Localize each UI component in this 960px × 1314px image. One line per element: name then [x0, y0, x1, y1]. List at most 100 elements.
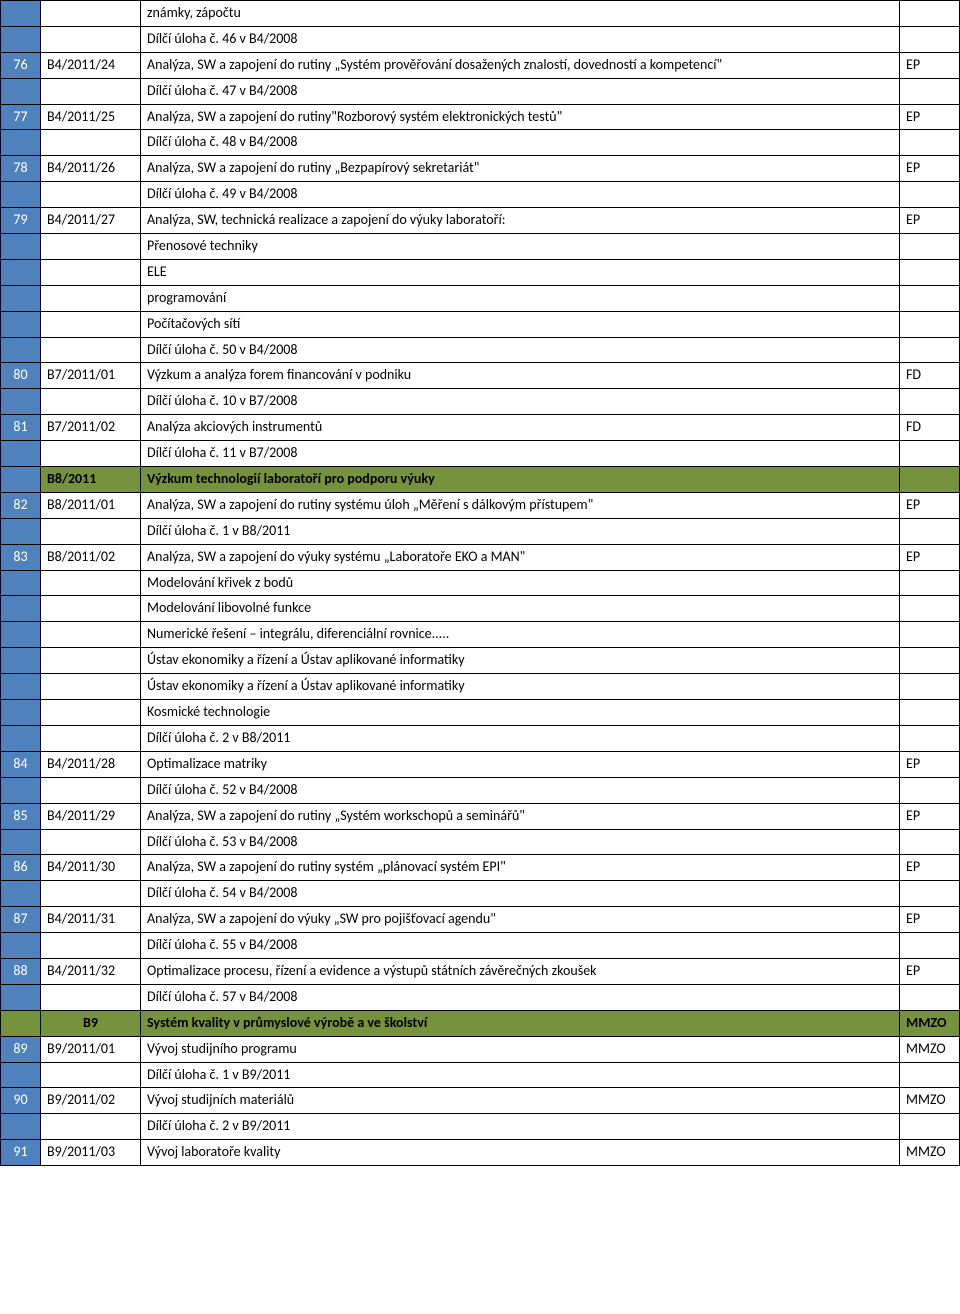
- row-number-cell: [1, 311, 41, 337]
- row-code-cell: [41, 596, 141, 622]
- row-code-cell: [41, 1062, 141, 1088]
- row-tag-cell: [900, 1062, 960, 1088]
- row-tag-cell: [900, 441, 960, 467]
- table-row: Dílčí úloha č. 10 v B7/2008: [1, 389, 960, 415]
- row-number-cell: 82: [1, 492, 41, 518]
- row-code-cell: [41, 984, 141, 1010]
- row-tag-cell: [900, 596, 960, 622]
- row-code-cell: B9/2011/01: [41, 1036, 141, 1062]
- row-tag-cell: [900, 467, 960, 493]
- row-code-cell: [41, 337, 141, 363]
- row-number-cell: [1, 725, 41, 751]
- row-number-cell: [1, 1, 41, 27]
- row-desc-cell: Vývoj studijních materiálů: [141, 1088, 900, 1114]
- row-tag-cell: [900, 648, 960, 674]
- table-row: Dílčí úloha č. 48 v B4/2008: [1, 130, 960, 156]
- row-code-cell: [41, 518, 141, 544]
- row-tag-cell: [900, 829, 960, 855]
- row-number-cell: 84: [1, 751, 41, 777]
- row-tag-cell: EP: [900, 803, 960, 829]
- row-desc-cell: Výzkum a analýza forem financování v pod…: [141, 363, 900, 389]
- row-code-cell: [41, 311, 141, 337]
- row-tag-cell: EP: [900, 156, 960, 182]
- row-code-cell: [41, 777, 141, 803]
- row-desc-cell: Dílčí úloha č. 57 v B4/2008: [141, 984, 900, 1010]
- row-desc-cell: Dílčí úloha č. 1 v B9/2011: [141, 1062, 900, 1088]
- row-desc-cell: Kosmické technologie: [141, 700, 900, 726]
- row-tag-cell: [900, 777, 960, 803]
- row-number-cell: 76: [1, 52, 41, 78]
- row-tag-cell: EP: [900, 492, 960, 518]
- row-tag-cell: MMZO: [900, 1036, 960, 1062]
- row-desc-cell: Analýza, SW a zapojení do výuky „SW pro …: [141, 907, 900, 933]
- row-number-cell: [1, 829, 41, 855]
- row-code-cell: [41, 674, 141, 700]
- row-code-cell: [41, 182, 141, 208]
- table-row: 89B9/2011/01Vývoj studijního programuMMZ…: [1, 1036, 960, 1062]
- row-code-cell: B4/2011/32: [41, 958, 141, 984]
- row-tag-cell: [900, 78, 960, 104]
- row-desc-cell: Analýza, SW a zapojení do výuky systému …: [141, 544, 900, 570]
- row-code-cell: B8/2011/02: [41, 544, 141, 570]
- row-tag-cell: MMZO: [900, 1088, 960, 1114]
- table-row: Ústav ekonomiky a řízení a Ústav aplikov…: [1, 648, 960, 674]
- row-number-cell: 91: [1, 1140, 41, 1166]
- row-desc-cell: programování: [141, 285, 900, 311]
- row-code-cell: B4/2011/25: [41, 104, 141, 130]
- row-tag-cell: EP: [900, 208, 960, 234]
- row-number-cell: [1, 337, 41, 363]
- row-tag-cell: [900, 518, 960, 544]
- row-code-cell: B8/2011/01: [41, 492, 141, 518]
- table-row: známky, zápočtu: [1, 1, 960, 27]
- row-desc-cell: Dílčí úloha č. 55 v B4/2008: [141, 933, 900, 959]
- row-number-cell: [1, 570, 41, 596]
- row-desc-cell: Analýza, SW a zapojení do rutiny „Bezpap…: [141, 156, 900, 182]
- row-tag-cell: [900, 933, 960, 959]
- table-row: 81B7/2011/02Analýza akciových instrument…: [1, 415, 960, 441]
- row-desc-cell: Analýza, SW, technická realizace a zapoj…: [141, 208, 900, 234]
- row-tag-cell: [900, 26, 960, 52]
- table-row: 84B4/2011/28Optimalizace matrikyEP: [1, 751, 960, 777]
- row-tag-cell: EP: [900, 52, 960, 78]
- row-desc-cell: Přenosové techniky: [141, 234, 900, 260]
- row-desc-cell: Analýza, SW a zapojení do rutiny „Systém…: [141, 803, 900, 829]
- table-row: 86B4/2011/30Analýza, SW a zapojení do ru…: [1, 855, 960, 881]
- row-number-cell: 79: [1, 208, 41, 234]
- row-tag-cell: EP: [900, 958, 960, 984]
- row-code-cell: B4/2011/28: [41, 751, 141, 777]
- row-number-cell: [1, 1010, 41, 1036]
- row-code-cell: [41, 78, 141, 104]
- row-desc-cell: Ústav ekonomiky a řízení a Ústav aplikov…: [141, 674, 900, 700]
- row-number-cell: 80: [1, 363, 41, 389]
- row-desc-cell: Modelování libovolné funkce: [141, 596, 900, 622]
- row-number-cell: 87: [1, 907, 41, 933]
- row-code-cell: [41, 1114, 141, 1140]
- row-code-cell: [41, 26, 141, 52]
- row-desc-cell: Dílčí úloha č. 11 v B7/2008: [141, 441, 900, 467]
- row-desc-cell: Analýza, SW a zapojení do rutiny"Rozboro…: [141, 104, 900, 130]
- table-row: Dílčí úloha č. 49 v B4/2008: [1, 182, 960, 208]
- table-row: programování: [1, 285, 960, 311]
- table-row: Dílčí úloha č. 46 v B4/2008: [1, 26, 960, 52]
- table-row: Přenosové techniky: [1, 234, 960, 260]
- row-tag-cell: MMZO: [900, 1140, 960, 1166]
- row-number-cell: [1, 1062, 41, 1088]
- table-row: Dílčí úloha č. 2 v B8/2011: [1, 725, 960, 751]
- table-row: Dílčí úloha č. 54 v B4/2008: [1, 881, 960, 907]
- row-number-cell: 90: [1, 1088, 41, 1114]
- row-code-cell: B9/2011/02: [41, 1088, 141, 1114]
- table-row: Dílčí úloha č. 57 v B4/2008: [1, 984, 960, 1010]
- row-desc-cell: Analýza akciových instrumentů: [141, 415, 900, 441]
- table-row: Kosmické technologie: [1, 700, 960, 726]
- row-tag-cell: FD: [900, 363, 960, 389]
- table-row: Dílčí úloha č. 11 v B7/2008: [1, 441, 960, 467]
- table-row: Numerické řešení – integrálu, diferenciá…: [1, 622, 960, 648]
- row-desc-cell: Systém kvality v průmyslové výrobě a ve …: [141, 1010, 900, 1036]
- row-number-cell: [1, 622, 41, 648]
- row-number-cell: [1, 933, 41, 959]
- table-row: 91B9/2011/03Vývoj laboratoře kvalityMMZO: [1, 1140, 960, 1166]
- row-code-cell: [41, 259, 141, 285]
- row-number-cell: 83: [1, 544, 41, 570]
- row-desc-cell: Optimalizace procesu, řízení a evidence …: [141, 958, 900, 984]
- row-number-cell: 78: [1, 156, 41, 182]
